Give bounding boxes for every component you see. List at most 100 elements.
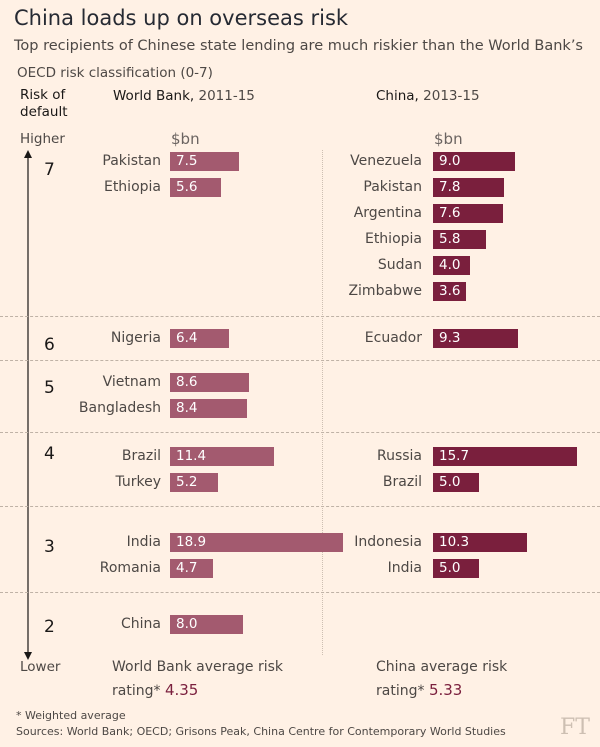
wb-bar-nigeria — [170, 329, 229, 348]
cn-value-ecuador: 9.3 — [439, 330, 461, 346]
wb-value-india: 18.9 — [176, 534, 207, 550]
wb-value-vietnam: 8.6 — [176, 374, 198, 390]
ft-logo: FT — [560, 715, 590, 740]
cn-bar-brazil — [433, 473, 479, 492]
cn-value-zimbabwe: 3.6 — [439, 283, 461, 299]
risk-level-2: 2 — [44, 617, 55, 637]
cn-column-name: China, — [376, 88, 419, 104]
wb-value-romania: 4.7 — [176, 560, 198, 576]
wb-value-ethiopia: 5.6 — [176, 179, 198, 195]
cn-country-russia: Russia — [376, 448, 422, 464]
wb-country-romania: Romania — [99, 560, 161, 576]
wb-country-pakistan: Pakistan — [102, 153, 161, 169]
cn-bar-venezuela — [433, 152, 516, 171]
wb-country-vietnam: Vietnam — [102, 374, 161, 390]
cn-country-indonesia: Indonesia — [354, 534, 422, 550]
wb-bar-china — [170, 615, 244, 634]
risk-level-3: 3 — [44, 537, 55, 557]
cn-bar-pakistan — [433, 178, 505, 197]
lower-label: Lower — [20, 659, 61, 675]
wb-country-india: India — [126, 534, 161, 550]
risk-level-6: 6 — [44, 335, 55, 355]
wb-country-ethiopia: Ethiopia — [103, 179, 161, 195]
cn-average-rating: China average risk rating* 5.33 — [376, 656, 507, 703]
wb-value-bangladesh: 8.4 — [176, 400, 198, 416]
wb-country-brazil: Brazil — [121, 448, 161, 464]
cn-bar-indonesia — [433, 533, 528, 552]
cn-value-argentina: 7.6 — [439, 205, 461, 221]
cn-country-venezuela: Venezuela — [350, 153, 422, 169]
chart-subtitle: Top recipients of Chinese state lending … — [14, 38, 583, 54]
sources: Sources: World Bank; OECD; Grisons Peak,… — [16, 725, 506, 738]
cn-country-argentina: Argentina — [353, 205, 422, 221]
cn-value-brazil: 5.0 — [439, 474, 461, 490]
wb-column-header: World Bank, 2011-15 — [113, 88, 255, 104]
wb-bar-ethiopia — [170, 178, 222, 197]
wb-average-value: 4.35 — [164, 681, 199, 699]
cn-value-russia: 15.7 — [439, 448, 470, 464]
cn-value-ethiopia: 5.8 — [439, 231, 461, 247]
cn-country-ecuador: Ecuador — [364, 330, 422, 346]
wb-column-years: 2011-15 — [198, 88, 255, 104]
wb-bar-vietnam — [170, 373, 249, 392]
cn-column-years: 2013-15 — [423, 88, 480, 104]
cn-country-india: India — [387, 560, 422, 576]
risk-level-4: 4 — [44, 444, 55, 464]
cn-value-india: 5.0 — [439, 560, 461, 576]
chart-title: China loads up on overseas risk — [14, 6, 349, 30]
cn-value-pakistan: 7.8 — [439, 179, 461, 195]
wb-average-text: World Bank average risk — [112, 659, 283, 675]
wb-bar-turkey — [170, 473, 218, 492]
wb-country-bangladesh: Bangladesh — [78, 400, 161, 416]
wb-column-name: World Bank, — [113, 88, 195, 104]
cn-value-venezuela: 9.0 — [439, 153, 461, 169]
wb-value-brazil: 11.4 — [176, 448, 207, 464]
risk-separator-5 — [0, 432, 600, 433]
wb-value-pakistan: 7.5 — [176, 153, 198, 169]
higher-label: Higher — [20, 131, 65, 147]
wb-value-nigeria: 6.4 — [176, 330, 198, 346]
wb-value-turkey: 5.2 — [176, 474, 198, 490]
cn-bar-india — [433, 559, 479, 578]
cn-column-header: China, 2013-15 — [376, 88, 480, 104]
wb-country-nigeria: Nigeria — [110, 330, 161, 346]
risk-scale-note: OECD risk classification (0-7) — [17, 65, 213, 81]
wb-unit-label: $bn — [171, 130, 200, 148]
cn-average-text2: rating* — [376, 683, 425, 699]
wb-value-china: 8.0 — [176, 616, 198, 632]
cn-country-ethiopia: Ethiopia — [364, 231, 422, 247]
risk-axis-label: Risk of default — [20, 87, 68, 120]
cn-unit-label: $bn — [434, 130, 463, 148]
wb-bar-bangladesh — [170, 399, 247, 418]
risk-separator-6 — [0, 360, 600, 361]
cn-bar-ecuador — [433, 329, 519, 348]
risk-separator-3 — [0, 592, 600, 593]
wb-bar-brazil — [170, 447, 275, 466]
wb-bar-romania — [170, 559, 213, 578]
risk-level-5: 5 — [44, 378, 55, 398]
risk-level-7: 7 — [44, 160, 55, 180]
wb-bar-pakistan — [170, 152, 239, 171]
wb-country-turkey: Turkey — [115, 474, 161, 490]
risk-separator-7 — [0, 316, 600, 317]
risk-separator-4 — [0, 506, 600, 507]
cn-average-text: China average risk — [376, 659, 508, 675]
wb-country-china: China — [121, 616, 161, 632]
wb-bar-india — [170, 533, 343, 552]
cn-country-sudan: Sudan — [377, 257, 422, 273]
column-divider — [322, 150, 323, 655]
wb-average-text2: rating* — [112, 683, 161, 699]
cn-country-zimbabwe: Zimbabwe — [348, 283, 422, 299]
cn-value-indonesia: 10.3 — [439, 534, 470, 550]
cn-average-value: 5.33 — [428, 681, 463, 699]
cn-bar-sudan — [433, 256, 470, 275]
cn-value-sudan: 4.0 — [439, 257, 461, 273]
cn-bar-zimbabwe — [433, 282, 466, 301]
cn-bar-russia — [433, 447, 577, 466]
cn-country-pakistan: Pakistan — [363, 179, 422, 195]
footnote: * Weighted average — [16, 709, 126, 722]
wb-average-rating: World Bank average risk rating* 4.35 — [112, 656, 283, 703]
cn-bar-argentina — [433, 204, 503, 223]
cn-bar-ethiopia — [433, 230, 487, 249]
cn-country-brazil: Brazil — [382, 474, 422, 490]
